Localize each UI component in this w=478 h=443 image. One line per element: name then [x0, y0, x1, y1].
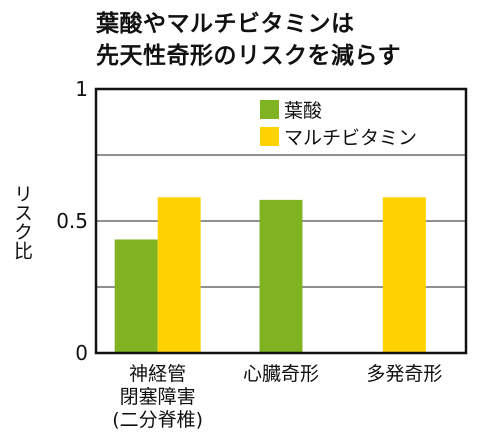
- chart-title-line-2: 先天性奇形のリスクを減らす: [96, 43, 402, 69]
- legend-label-1: マルチビタミン: [284, 127, 417, 149]
- category-label-0-1: 閉塞障害: [120, 386, 196, 408]
- y-tick-label-2: 1: [75, 77, 88, 101]
- chart-title: 葉酸やマルチビタミンは 先天性奇形のリスクを減らす: [96, 8, 466, 72]
- bar-0-0: [114, 239, 158, 353]
- plot-frame: [94, 87, 468, 355]
- legend-label-0: 葉酸: [284, 100, 322, 122]
- y-tick-label-1: 0.5: [56, 209, 88, 233]
- chart-title-line-1: 葉酸やマルチビタミンは: [96, 11, 355, 37]
- y-tick-label-0: 0: [75, 341, 88, 365]
- category-label-2-0: 多発奇形: [366, 363, 442, 385]
- y-axis-label: リスク比: [11, 184, 33, 260]
- bar-0-1: [259, 199, 303, 353]
- bar-1-0: [157, 197, 201, 353]
- bar-1-2: [382, 197, 426, 353]
- category-label-0-2: (二分脊椎): [112, 409, 203, 431]
- category-label-1-0: 心臓奇形: [243, 363, 319, 385]
- legend-swatch-0: [260, 100, 279, 119]
- legend-swatch-1: [260, 127, 279, 146]
- category-label-0-0: 神経管: [129, 363, 186, 385]
